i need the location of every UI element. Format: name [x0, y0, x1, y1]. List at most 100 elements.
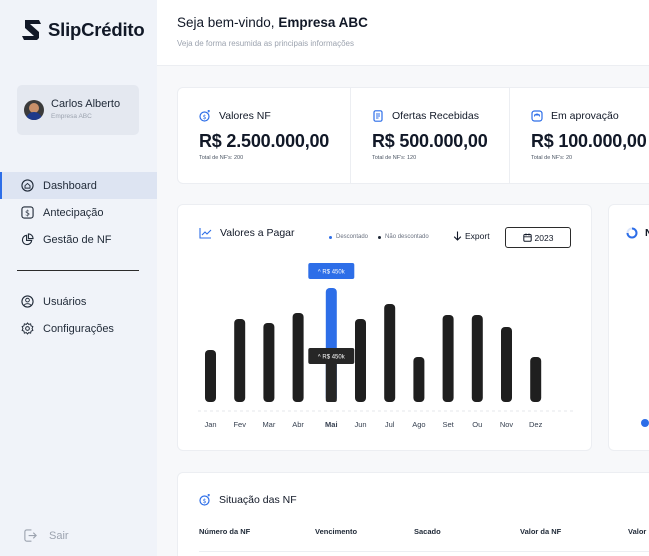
logout-label: Sair — [49, 529, 69, 542]
sidebar-divider — [17, 270, 139, 271]
column-header-vencimento[interactable]: Vencimento — [315, 527, 358, 536]
x-tick-ou: Ou — [472, 420, 482, 429]
slip-logo-icon — [22, 20, 41, 40]
x-tick-nov: Nov — [500, 420, 514, 429]
svg-text:$: $ — [203, 498, 207, 505]
x-tick-set: Set — [442, 420, 454, 429]
brand-logo[interactable]: SlipCrédito — [21, 18, 145, 42]
sidebar-item-label: Antecipação — [43, 206, 104, 219]
page-title: Seja bem-vindo, Empresa ABC — [177, 15, 368, 30]
svg-text:^ R$ 450k: ^ R$ 450k — [318, 270, 346, 276]
svg-text:^ R$ 450k: ^ R$ 450k — [318, 355, 346, 361]
bar-set[interactable] — [442, 315, 454, 402]
x-tick-dez: Dez — [529, 420, 543, 429]
card-valores-nf[interactable]: $ Valores NF R$ 2.500.000,00 Total de NF… — [178, 88, 350, 183]
brand-name: SlipCrédito — [48, 19, 145, 40]
line-chart-icon — [199, 228, 212, 239]
calendar-icon — [522, 233, 532, 242]
download-arrow-icon — [453, 231, 462, 241]
card-em-aprovacao[interactable]: Em aprovação R$ 100.000,00 Total de NF's… — [509, 88, 649, 183]
bar-dez[interactable] — [530, 357, 542, 402]
year-selector[interactable]: 2023 — [505, 227, 571, 248]
summary-cards: $ Valores NF R$ 2.500.000,00 Total de NF… — [177, 87, 649, 184]
bar-fev[interactable] — [234, 319, 246, 402]
card-ofertas-recebidas[interactable]: Ofertas Recebidas R$ 500.000,00 Total de… — [350, 88, 509, 183]
bar-ou[interactable] — [471, 315, 483, 402]
column-header-numero-nf[interactable]: Número da NF — [199, 527, 251, 536]
sidebar-item-label: Dashboard — [43, 179, 97, 192]
bar-chart: Jan Fev Mar Abr ^ R$ 450k ^ R$ 450k Mai Jun Jul A… — [198, 263, 573, 429]
card-subtext: Total de NF's: 120 — [372, 155, 417, 161]
pie-chart-icon — [21, 233, 34, 246]
card-value: R$ 500.000,00 — [372, 131, 488, 151]
gear-icon — [21, 322, 34, 335]
main-content: Seja bem-vindo, Empresa ABC Veja de form… — [157, 0, 649, 556]
bar-jan[interactable] — [205, 350, 216, 402]
document-icon — [373, 110, 383, 122]
column-header-valor-nf[interactable]: Valor da NF — [520, 527, 562, 536]
sidebar-item-label: Usuários — [43, 295, 87, 308]
sidebar-item-label: Gestão de NF — [43, 233, 112, 246]
page-subtitle: Veja de forma resumida as principais inf… — [177, 39, 354, 48]
card-subtext: Total de NF's: 20 — [531, 155, 573, 161]
tooltip-descontado: ^ R$ 450k — [308, 263, 355, 279]
donut-chart-icon — [626, 227, 638, 239]
secondary-card-title: N — [645, 227, 649, 239]
card-title: Valores NF — [219, 110, 271, 122]
coins-icon: $ — [199, 494, 210, 506]
card-value: R$ 2.500.000,00 — [199, 131, 330, 151]
table-divider — [199, 551, 649, 552]
bar-ago[interactable] — [413, 357, 425, 402]
card-title: Ofertas Recebidas — [392, 110, 479, 122]
legend-item-descontado[interactable]: Descontado — [329, 234, 368, 240]
sidebar: SlipCrédito Carlos Alberto Empresa ABC D… — [0, 0, 157, 556]
sidebar-item-label: Configurações — [43, 322, 114, 335]
sidebar-item-gestao-nf[interactable]: Gestão de NF — [0, 226, 157, 253]
profile-company: Empresa ABC — [51, 113, 92, 120]
x-tick-jul: Jul — [385, 420, 395, 429]
series-marker — [641, 419, 649, 427]
sidebar-item-configuracoes[interactable]: Configurações — [0, 315, 157, 342]
sidebar-item-antecipacao[interactable]: $ Antecipação — [0, 199, 157, 226]
chart-title: Valores a Pagar — [199, 227, 295, 239]
company-name: Empresa ABC — [278, 15, 368, 30]
export-button[interactable]: Export — [453, 231, 490, 241]
bar-abr[interactable] — [292, 313, 304, 402]
bar-jul[interactable] — [384, 304, 396, 402]
card-subtext: Total de NF's: 200 — [199, 155, 244, 161]
bar-mar[interactable] — [263, 323, 275, 402]
x-tick-jan: Jan — [204, 420, 216, 429]
svg-text:$: $ — [25, 209, 30, 218]
nf-status-table: $ Situação das NF Número da NF Venciment… — [177, 472, 649, 556]
legend-item-nao-descontado[interactable]: Não descontado — [378, 234, 429, 240]
logout-icon — [24, 529, 37, 542]
column-header-valor[interactable]: Valor — [628, 527, 647, 536]
profile-name: Carlos Alberto — [51, 98, 121, 110]
column-header-sacado[interactable]: Sacado — [414, 527, 441, 536]
x-tick-mar: Mar — [262, 420, 275, 429]
x-tick-mai: Mai — [325, 420, 338, 429]
clock-card-icon — [531, 110, 543, 122]
sidebar-item-dashboard[interactable]: Dashboard — [0, 172, 157, 199]
bar-nov[interactable] — [501, 327, 512, 402]
chart-legend: Descontado Não descontado — [329, 234, 439, 240]
tooltip-nao-descontado: ^ R$ 450k — [308, 348, 355, 364]
x-tick-abr: Abr — [292, 420, 304, 429]
svg-text:$: $ — [203, 114, 207, 121]
user-profile-card[interactable]: Carlos Alberto Empresa ABC — [17, 85, 139, 135]
chart-card-valores-a-pagar: Valores a Pagar Descontado Não descontad… — [177, 204, 592, 451]
avatar — [24, 100, 44, 120]
x-tick-jun: Jun — [354, 420, 366, 429]
dollar-icon: $ — [21, 206, 34, 219]
logout-button[interactable]: Sair — [23, 528, 69, 543]
home-icon — [21, 179, 34, 192]
x-tick-ago: Ago — [412, 420, 425, 429]
sidebar-item-usuarios[interactable]: Usuários — [0, 288, 157, 315]
coins-icon: $ — [199, 110, 210, 122]
user-icon — [21, 295, 34, 308]
chart-card-secondary: N — [608, 204, 649, 451]
bar-jun[interactable] — [355, 319, 366, 402]
x-tick-fev: Fev — [233, 420, 246, 429]
card-title: Em aprovação — [551, 110, 619, 122]
